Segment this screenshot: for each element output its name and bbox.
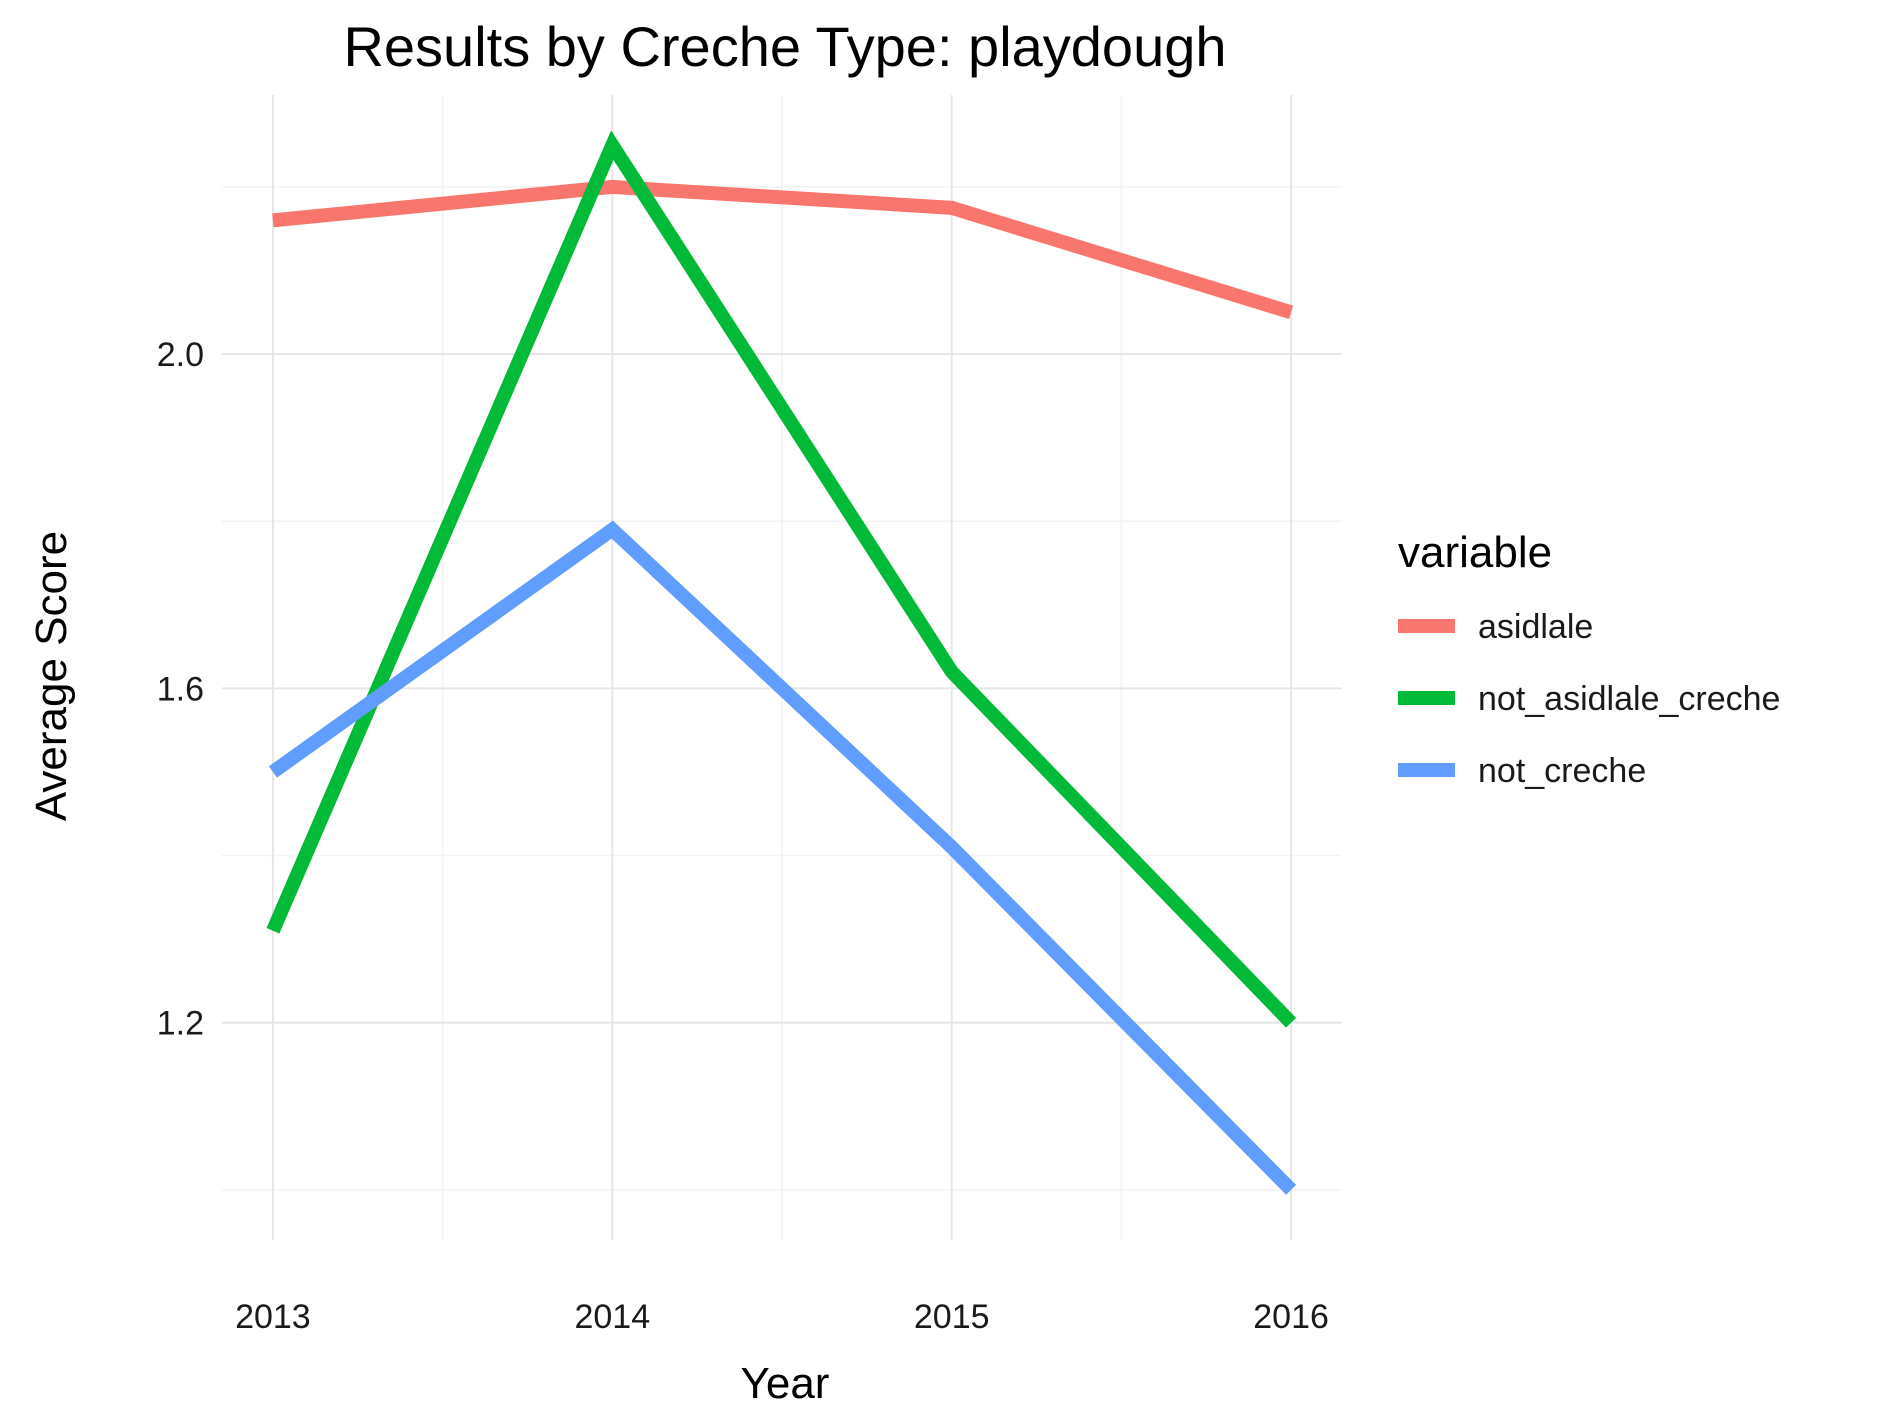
legend-title: variable [1398,528,1552,577]
series-lines [266,130,1297,1195]
x-tick-label: 2014 [574,1298,650,1336]
legend-label: not_creche [1478,752,1646,790]
x-axis-title: Year [741,1359,830,1408]
x-tick-label: 2013 [235,1298,311,1336]
y-axis-ticks: 1.2 1.6 2.0 [157,336,204,1043]
chart-title: Results by Creche Type: playdough [343,15,1226,78]
legend-item-not_creche: not_creche [1398,752,1646,790]
y-tick-label: 1.2 [157,1005,204,1043]
legend: variable asidlale not_asidlale_creche not_… [1398,528,1780,790]
y-tick-label: 1.6 [157,670,204,708]
x-tick-label: 2016 [1253,1298,1329,1336]
legend-label: not_asidlale_creche [1478,680,1780,718]
legend-item-asidlale: asidlale [1398,608,1593,646]
y-tick-label: 2.0 [157,336,204,374]
x-tick-label: 2015 [914,1298,990,1336]
x-axis-ticks: 2013 2014 2015 2016 [235,1298,1329,1336]
series-line-not_asidlale_creche [266,130,1297,1028]
legend-item-not_asidlale_creche: not_asidlale_creche [1398,680,1780,718]
legend-label: asidlale [1478,608,1593,646]
series-line-asidlale [272,179,1294,319]
y-axis-title: Average Score [27,531,76,821]
series-line-not_creche [268,520,1297,1195]
